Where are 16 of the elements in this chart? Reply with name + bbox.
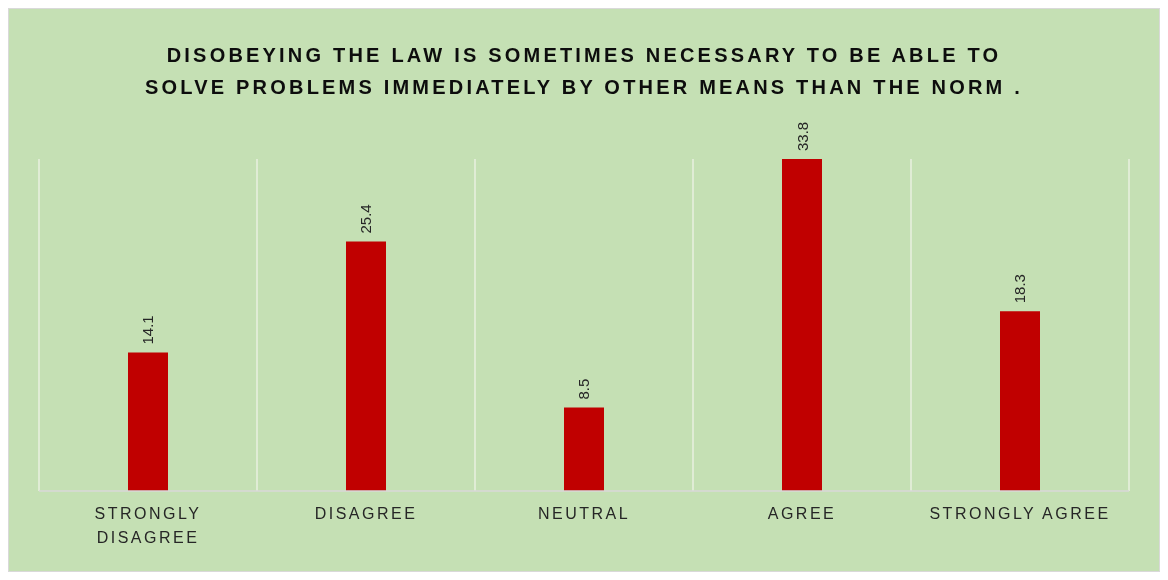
bar <box>782 159 822 491</box>
x-tick-label: DISAGREE <box>314 505 418 522</box>
bar <box>1000 311 1040 491</box>
data-label: 25.4 <box>357 204 375 234</box>
x-tick-label: AGREE <box>767 505 837 522</box>
data-label: 33.8 <box>793 121 811 151</box>
bar <box>128 352 168 491</box>
chart-title: DISOBEYING THE LAW IS SOMETIMES NECESSARY TO BE ABLE TO SOLVE PROBLEMS IMMEDIATELY BY OTHER MEANS THAN THE NORM . <box>144 43 1024 100</box>
x-tick-label: STRONGLY DISAGREE <box>94 505 202 546</box>
bar <box>346 241 386 491</box>
data-label: 8.5 <box>575 378 593 400</box>
x-tick-label: STRONGLY AGREE <box>929 505 1111 522</box>
data-label: 18.3 <box>1011 274 1029 304</box>
x-tick-label: NEUTRAL <box>537 505 631 522</box>
data-label: 14.1 <box>139 315 157 345</box>
bar <box>564 407 604 491</box>
